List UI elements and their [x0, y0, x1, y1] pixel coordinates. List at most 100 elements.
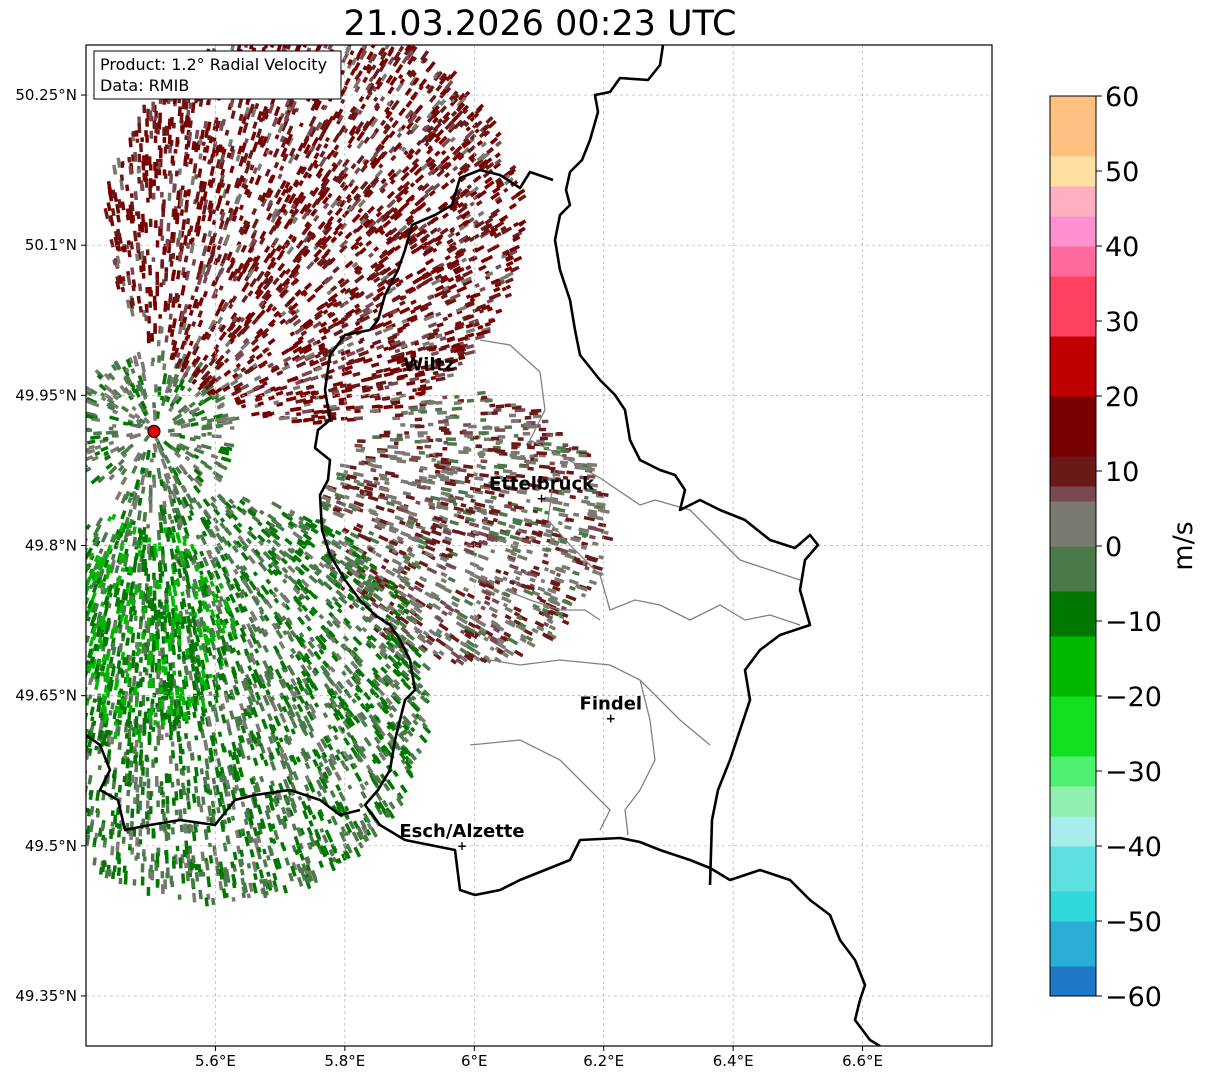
echo-gate — [137, 402, 146, 413]
echo-gate — [194, 735, 199, 741]
echo-gate — [219, 159, 225, 170]
echo-gate — [214, 306, 222, 317]
echo-gate — [241, 262, 251, 274]
echo-gate — [103, 372, 112, 381]
echo-gate — [160, 261, 165, 269]
echo-gate — [230, 45, 236, 51]
echo-gate — [287, 193, 297, 205]
echo-gate — [473, 472, 478, 477]
echo-gate — [398, 107, 407, 117]
echo-gate — [494, 282, 502, 288]
echo-gate — [117, 198, 123, 209]
echo-gate — [488, 318, 496, 324]
echo-gate — [347, 113, 354, 121]
echo-gate — [151, 257, 156, 262]
echo-gate — [423, 314, 435, 322]
echo-gate — [428, 331, 439, 338]
echo-gate — [233, 372, 243, 381]
echo-gate — [276, 45, 283, 52]
echo-gate — [397, 433, 403, 438]
echo-gate — [132, 432, 142, 439]
echo-gate — [455, 275, 465, 283]
echo-gate — [184, 203, 189, 213]
echo-gate — [162, 500, 167, 508]
echo-gate — [141, 160, 146, 171]
echo-gate — [134, 479, 141, 490]
echo-gate — [310, 233, 317, 241]
echo-gate — [209, 249, 216, 261]
echo-gate — [277, 262, 286, 272]
echo-gate — [148, 178, 153, 189]
echo-gate — [383, 346, 389, 352]
echo-gate — [399, 78, 406, 85]
echo-gate — [131, 131, 136, 137]
echo-gate — [152, 402, 156, 409]
echo-gate — [339, 239, 349, 249]
echo-gate — [560, 463, 568, 468]
echo-gate — [266, 351, 273, 357]
echo-gate — [197, 310, 204, 318]
echo-gate — [270, 386, 276, 392]
echo-gate — [512, 235, 521, 243]
echo-gate — [235, 243, 242, 254]
echo-gate — [447, 245, 458, 254]
echo-gate — [417, 386, 427, 392]
echo-gate — [451, 206, 458, 213]
echo-gate — [332, 393, 341, 399]
echo-gate — [219, 381, 231, 391]
echo-gate — [173, 485, 180, 496]
echo-gate — [341, 322, 349, 329]
echo-gate — [53, 644, 59, 651]
echo-gate — [363, 136, 371, 145]
echo-gate — [504, 265, 513, 273]
echo-gate — [228, 303, 234, 310]
echo-gate — [357, 292, 364, 298]
echo-gate — [457, 205, 468, 215]
echo-gate — [404, 435, 410, 439]
echo-gate — [358, 241, 364, 247]
echo-gate — [436, 266, 445, 274]
echo-gate — [410, 248, 417, 255]
echo-gate — [261, 192, 267, 198]
echo-gate — [264, 168, 271, 177]
echo-gate — [452, 265, 462, 273]
echo-gate — [179, 311, 186, 322]
echo-gate — [100, 445, 109, 452]
echo-gate — [179, 197, 184, 207]
echo-gate — [340, 313, 351, 322]
echo-gate — [103, 207, 110, 220]
echo-gate — [125, 432, 134, 438]
echo-gate — [463, 236, 472, 243]
echo-gate — [76, 660, 82, 670]
echo-gate — [444, 422, 450, 427]
echo-gate — [495, 140, 503, 148]
echo-gate — [206, 417, 215, 423]
echo-gate — [353, 61, 361, 71]
echo-gate — [26, 636, 32, 643]
echo-gate — [128, 655, 133, 662]
echo-gate — [166, 374, 172, 385]
echo-gate — [336, 158, 343, 166]
echo-gate — [369, 393, 380, 399]
echo-gate — [301, 408, 313, 414]
echo-gate — [50, 776, 55, 784]
echo-gate — [298, 349, 304, 355]
echo-gate — [311, 186, 320, 197]
echo-gate — [162, 363, 167, 371]
echo-gate — [141, 372, 147, 382]
echo-gate — [505, 271, 514, 278]
echo-gate — [41, 763, 47, 773]
echo-gate — [417, 431, 428, 435]
echo-gate — [137, 497, 143, 506]
echo-gate — [221, 118, 227, 126]
echo-gate — [354, 308, 363, 316]
echo-gate — [351, 382, 361, 389]
echo-gate — [167, 465, 175, 474]
echo-gate — [23, 705, 30, 714]
echo-gate — [424, 184, 435, 195]
echo-gate — [313, 248, 323, 259]
echo-gate — [418, 450, 426, 455]
echo-gate — [119, 384, 128, 394]
echo-gate — [70, 433, 78, 437]
echo-gate — [428, 189, 436, 197]
